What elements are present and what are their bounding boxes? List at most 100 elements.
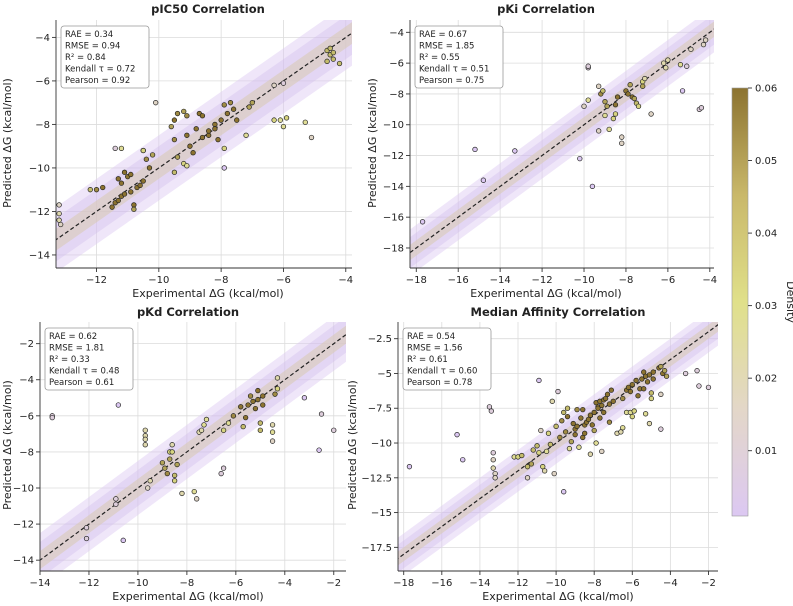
data-point bbox=[142, 442, 148, 448]
data-point bbox=[694, 368, 700, 374]
data-point bbox=[620, 425, 626, 431]
data-point bbox=[131, 206, 137, 212]
data-point bbox=[684, 63, 690, 69]
data-point bbox=[198, 427, 205, 433]
data-point bbox=[308, 134, 315, 141]
data-point bbox=[215, 136, 221, 143]
stats-line: Pearson = 0.78 bbox=[407, 378, 472, 388]
data-point bbox=[587, 412, 594, 418]
y-tick-label: −5 bbox=[377, 369, 392, 380]
x-tick-label: −12 bbox=[532, 275, 553, 286]
data-point bbox=[642, 75, 648, 82]
stats-line: Kendall τ = 0.48 bbox=[49, 367, 119, 377]
stats-line: RAE = 0.67 bbox=[419, 30, 467, 40]
data-point bbox=[406, 464, 413, 470]
data-point bbox=[585, 416, 592, 423]
stats-line: Pearson = 0.75 bbox=[419, 76, 484, 86]
colorbar-tick-label: 0.02 bbox=[755, 374, 777, 385]
data-point bbox=[318, 411, 325, 417]
data-point bbox=[597, 415, 603, 421]
data-point bbox=[627, 388, 634, 395]
identity-line bbox=[40, 333, 346, 561]
data-point bbox=[480, 177, 487, 183]
data-point bbox=[581, 103, 587, 109]
x-tick-label: −2 bbox=[701, 578, 716, 589]
data-point bbox=[121, 191, 128, 197]
data-point bbox=[460, 457, 466, 463]
x-tick-label: −10 bbox=[546, 578, 567, 589]
colorbar-tick-label: 0.03 bbox=[755, 301, 777, 312]
x-tick-label: −6 bbox=[625, 578, 640, 589]
data-point bbox=[190, 150, 196, 156]
data-point bbox=[171, 136, 178, 143]
plot-area: −14 −12 −10 −8 −6 −4 −2 −14 −12 −10 −8 −6 −4 −2 RAE = … bbox=[13, 322, 346, 589]
identity-line bbox=[410, 28, 714, 254]
data-point bbox=[700, 41, 707, 48]
y-tick-label: −2.5 bbox=[368, 334, 392, 345]
colorbar-tick-label: 0.05 bbox=[755, 156, 777, 167]
data-point bbox=[648, 111, 654, 117]
data-point bbox=[120, 537, 126, 543]
colorbar-bar bbox=[731, 87, 749, 517]
data-point bbox=[591, 409, 597, 416]
y-tick-label: −10 bbox=[13, 484, 34, 495]
y-tick-label: −12 bbox=[29, 207, 50, 218]
chart-title: pKd Correlation bbox=[137, 305, 239, 319]
data-point bbox=[589, 422, 595, 428]
data-point bbox=[545, 430, 552, 436]
data-point bbox=[542, 468, 548, 474]
data-point bbox=[331, 427, 337, 433]
data-point bbox=[168, 123, 174, 130]
stats-line: R² = 0.84 bbox=[65, 53, 106, 63]
data-point bbox=[230, 106, 237, 112]
data-point bbox=[206, 132, 212, 138]
data-point bbox=[93, 187, 100, 193]
data-point bbox=[142, 436, 148, 442]
data-point bbox=[564, 413, 571, 420]
data-point bbox=[56, 210, 62, 217]
data-point bbox=[582, 430, 588, 436]
data-point bbox=[618, 429, 624, 435]
data-point bbox=[149, 152, 156, 158]
data-point bbox=[115, 197, 121, 204]
x-tick-label: −4 bbox=[702, 275, 717, 286]
y-tick-label: −18 bbox=[383, 243, 404, 254]
data-point bbox=[171, 169, 178, 175]
colorbar-label: Density bbox=[784, 281, 793, 323]
data-point bbox=[118, 145, 125, 152]
data-point bbox=[658, 391, 664, 397]
identity-line bbox=[398, 324, 718, 560]
data-point bbox=[663, 65, 669, 71]
data-point bbox=[648, 395, 654, 402]
data-point bbox=[549, 398, 555, 404]
data-point bbox=[490, 450, 496, 456]
data-point bbox=[596, 128, 602, 134]
data-point bbox=[524, 475, 531, 481]
data-point bbox=[212, 121, 218, 128]
data-point bbox=[169, 442, 175, 448]
data-point bbox=[252, 405, 259, 412]
data-point bbox=[635, 103, 642, 109]
data-point bbox=[646, 372, 653, 378]
data-point bbox=[193, 126, 199, 132]
data-point bbox=[585, 97, 591, 103]
data-point bbox=[677, 62, 684, 68]
confidence-bands bbox=[410, 20, 714, 268]
panel-pic50: pIC50 Correlation −12 −10 −8 −6 −4−14−12−10−… bbox=[1, 2, 353, 300]
data-point bbox=[580, 406, 586, 413]
data-point bbox=[593, 440, 599, 446]
data-point bbox=[269, 422, 276, 428]
data-point bbox=[115, 176, 121, 182]
data-point bbox=[574, 406, 580, 413]
x-tick-label: −14 bbox=[469, 578, 490, 589]
data-point bbox=[199, 113, 206, 119]
data-point bbox=[619, 134, 625, 140]
y-tick-label: −4 bbox=[389, 28, 404, 39]
data-point bbox=[143, 156, 150, 162]
data-point bbox=[302, 119, 308, 125]
data-point bbox=[633, 377, 639, 384]
stats-line: Kendall τ = 0.60 bbox=[407, 367, 477, 377]
data-point bbox=[587, 451, 594, 457]
data-point bbox=[269, 438, 276, 444]
